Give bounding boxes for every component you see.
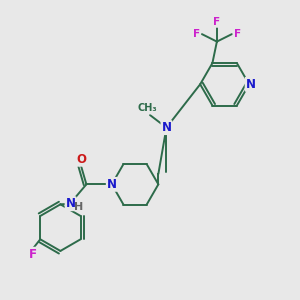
Text: CH₃: CH₃ [138,103,158,113]
Text: N: N [107,178,117,191]
Text: N: N [66,197,76,210]
Text: F: F [213,17,220,27]
Text: F: F [234,29,241,39]
Text: H: H [74,202,84,212]
Text: N: N [246,78,256,91]
Text: N: N [161,121,171,134]
Text: O: O [76,153,86,166]
Text: F: F [29,248,37,261]
Text: F: F [193,29,200,39]
